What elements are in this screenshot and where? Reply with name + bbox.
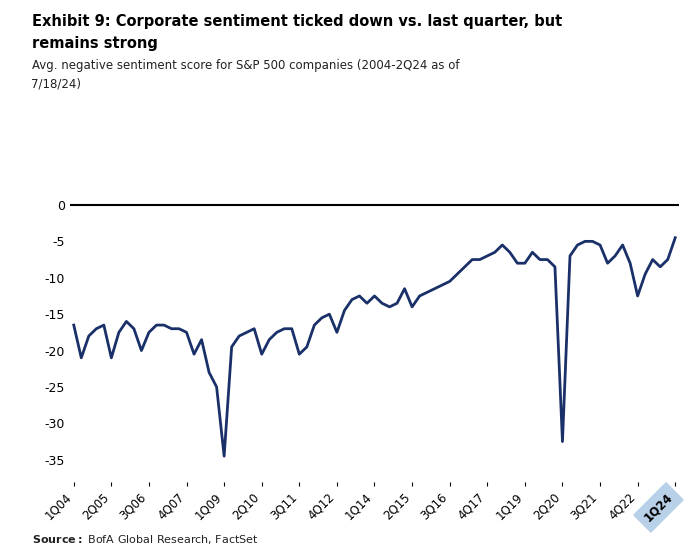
Text: remains strong: remains strong — [32, 36, 158, 52]
Text: $\bf{Source:}$ BofA Global Research, FactSet: $\bf{Source:}$ BofA Global Research, Fac… — [32, 533, 258, 546]
Text: Avg. negative sentiment score for S&P 500 companies (2004-2Q24 as of: Avg. negative sentiment score for S&P 50… — [32, 59, 459, 72]
Text: Exhibit 9: Corporate sentiment ticked down vs. last quarter, but: Exhibit 9: Corporate sentiment ticked do… — [32, 14, 561, 29]
Text: 7/18/24): 7/18/24) — [32, 77, 81, 90]
